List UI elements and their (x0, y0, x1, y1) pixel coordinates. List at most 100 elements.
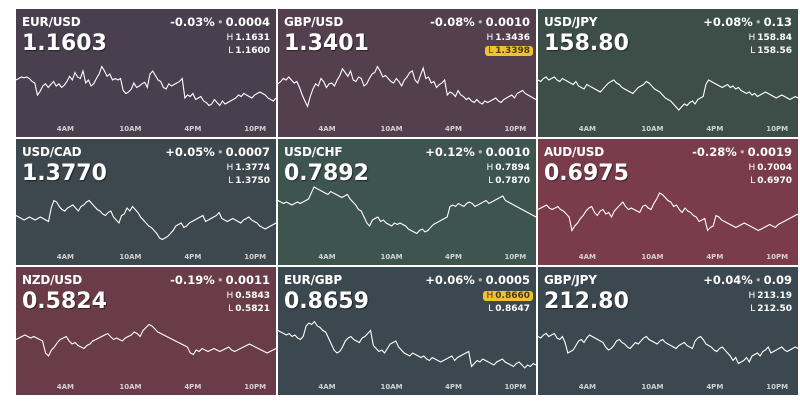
change-percent: +0.06% (425, 273, 475, 287)
change-info: -0.03% • 0.0004 (170, 15, 270, 29)
time-tick: 4PM (444, 383, 462, 391)
time-tick: 10AM (119, 253, 142, 261)
sparkline (538, 332, 798, 365)
currency-tile-usd-chf[interactable]: USD/CHF 0.7892 +0.12% • 0.0010 H 0.7894 L 0.… (278, 139, 536, 265)
pair-label: AUD/USD (544, 145, 604, 159)
low-value: L 212.50 (750, 304, 792, 314)
time-tick: 4AM (578, 383, 597, 391)
time-tick: 10AM (380, 125, 403, 133)
time-tick: 10AM (641, 253, 664, 261)
pair-label: GBP/USD (284, 15, 344, 29)
high-number: 0.7894 (495, 163, 530, 173)
time-axis: 4AM 10AM 4PM 10PM (278, 125, 536, 135)
currency-tile-nzd-usd[interactable]: NZD/USD 0.5824 -0.19% • 0.0011 H 0.5843 L 0.… (16, 267, 276, 395)
low-prefix: L (228, 304, 234, 314)
high-number: 0.8660 (495, 291, 530, 301)
time-tick: 4PM (184, 383, 202, 391)
time-axis: 4AM 10AM 4PM 10PM (538, 383, 798, 393)
current-price: 0.5824 (22, 289, 107, 314)
low-prefix: L (750, 304, 756, 314)
pair-label: GBP/JPY (544, 273, 597, 287)
high-number: 158.84 (757, 33, 792, 43)
low-value: L 0.8647 (488, 304, 530, 314)
time-tick: 10PM (504, 383, 527, 391)
time-tick: 4PM (706, 125, 724, 133)
currency-tile-eur-usd[interactable]: EUR/USD 1.1603 -0.03% • 0.0004 H 1.1631 L 1.… (16, 9, 276, 137)
low-value: L 1.3750 (228, 176, 270, 186)
sparkline (16, 323, 276, 357)
low-prefix: L (228, 176, 234, 186)
sparkline (278, 320, 536, 369)
change-info: +0.04% • 0.09 (703, 273, 792, 287)
sparkline (538, 76, 798, 111)
change-percent: -0.08% (430, 15, 475, 29)
change-absolute: 0.0007 (225, 145, 270, 159)
time-tick: 10PM (766, 253, 789, 261)
high-prefix: H (486, 33, 494, 43)
separator-dot: • (216, 273, 224, 287)
time-tick: 4AM (56, 253, 75, 261)
low-prefix: L (488, 176, 494, 186)
time-tick: 10AM (119, 383, 142, 391)
currency-tile-aud-usd[interactable]: AUD/USD 0.6975 -0.28% • 0.0019 H 0.7004 L 0.… (538, 139, 798, 265)
high-prefix: H (486, 163, 494, 173)
high-prefix: H (748, 163, 756, 173)
low-value: L 158.56 (750, 46, 792, 56)
currency-tile-gbp-jpy[interactable]: GBP/JPY 212.80 +0.04% • 0.09 H 213.19 L 212.… (538, 267, 798, 395)
time-tick: 10AM (641, 383, 664, 391)
change-info: +0.12% • 0.0010 (425, 145, 530, 159)
current-price: 1.3401 (284, 31, 369, 56)
current-price: 1.1603 (22, 31, 107, 56)
change-absolute: 0.0005 (485, 273, 530, 287)
change-absolute: 0.0019 (747, 145, 792, 159)
current-price: 0.7892 (284, 161, 369, 186)
currency-tile-gbp-usd[interactable]: GBP/USD 1.3401 -0.08% • 0.0010 H 1.3436 L 1.… (278, 9, 536, 137)
time-tick: 4PM (444, 125, 462, 133)
sparkline-chart: 4AM 10AM 4PM 10PM (16, 173, 276, 265)
sparkline-chart: 4AM 10AM 4PM 10PM (16, 303, 276, 395)
sparkline (538, 192, 798, 232)
high-number: 1.3774 (235, 163, 270, 173)
pair-label: EUR/GBP (284, 273, 342, 287)
high-number: 0.7004 (757, 163, 792, 173)
time-tick: 10PM (244, 253, 267, 261)
time-tick: 10PM (766, 383, 789, 391)
low-number: 0.5821 (235, 304, 270, 314)
time-tick: 4AM (318, 253, 336, 261)
separator-dot: • (216, 145, 224, 159)
time-tick: 10PM (244, 383, 267, 391)
change-absolute: 0.0010 (485, 145, 530, 159)
time-axis: 4AM 10AM 4PM 10PM (538, 125, 798, 135)
time-tick: 4PM (184, 125, 202, 133)
time-axis: 4AM 10AM 4PM 10PM (278, 383, 536, 393)
change-absolute: 0.13 (763, 15, 792, 29)
change-absolute: 0.0010 (485, 15, 530, 29)
low-number: 1.3398 (495, 46, 530, 56)
currency-tile-usd-jpy[interactable]: USD/JPY 158.80 +0.08% • 0.13 H 158.84 L 158.… (538, 9, 798, 137)
time-tick: 4AM (56, 125, 75, 133)
current-price: 1.3770 (22, 161, 107, 186)
high-value: H 1.1631 (226, 33, 270, 43)
time-tick: 4AM (578, 253, 597, 261)
separator-dot: • (216, 15, 224, 29)
time-tick: 4AM (56, 383, 75, 391)
high-prefix: H (226, 33, 234, 43)
currency-tile-usd-cad[interactable]: USD/CAD 1.3770 +0.05% • 0.0007 H 1.3774 L 1.… (16, 139, 276, 265)
time-tick: 4PM (184, 253, 202, 261)
pair-label: USD/JPY (544, 15, 598, 29)
high-number: 0.5843 (235, 291, 270, 301)
change-absolute: 0.0004 (225, 15, 270, 29)
sparkline-chart: 4AM 10AM 4PM 10PM (16, 45, 276, 137)
low-number: 1.3750 (235, 176, 270, 186)
time-tick: 10PM (766, 125, 789, 133)
high-value: H 0.7894 (486, 163, 530, 173)
low-prefix: L (750, 46, 756, 56)
time-tick: 4PM (444, 253, 462, 261)
high-prefix: H (226, 163, 234, 173)
high-value: H 0.5843 (226, 291, 270, 301)
sparkline-chart: 4AM 10AM 4PM 10PM (538, 45, 798, 137)
currency-tile-eur-gbp[interactable]: EUR/GBP 0.8659 +0.06% • 0.0005 H 0.8660 L 0.… (278, 267, 536, 395)
time-axis: 4AM 10AM 4PM 10PM (538, 253, 798, 263)
time-tick: 10PM (504, 253, 527, 261)
sparkline-chart: 4AM 10AM 4PM 10PM (538, 303, 798, 395)
